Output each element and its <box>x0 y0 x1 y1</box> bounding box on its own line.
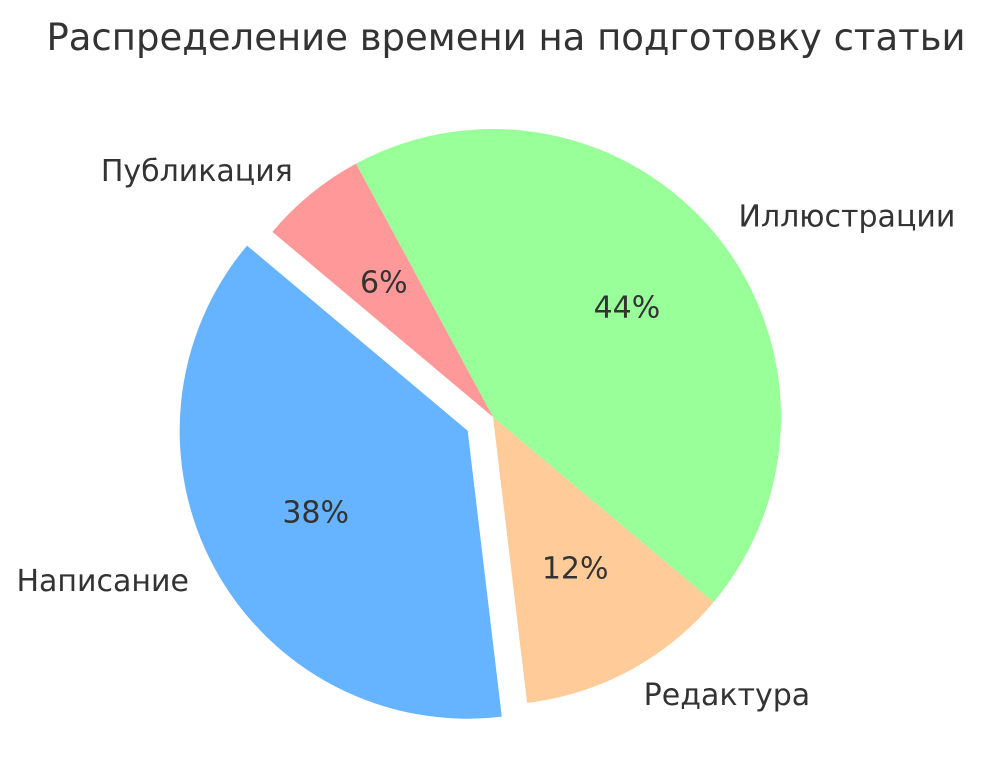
slice-label-1: Написание <box>16 564 189 599</box>
pie-labels: Написание 38% Редактура 12% Иллюстрации 44% Пу… <box>16 154 955 713</box>
percent-label-1: 38% <box>282 495 349 530</box>
slice-4 <box>272 163 493 417</box>
percent-label-4: 6% <box>360 266 408 301</box>
percent-label-2: 12% <box>542 552 609 587</box>
slice-label-4: Публикация <box>101 154 293 189</box>
slice-1 <box>179 245 502 719</box>
percent-label-3: 44% <box>594 290 661 325</box>
slice-label-2: Редактура <box>644 678 810 713</box>
slice-label-3: Иллюстрации <box>739 199 956 234</box>
slice-2 <box>493 417 714 703</box>
pie-slices <box>179 129 781 719</box>
slice-3 <box>356 129 781 603</box>
chart-title: Распределение времени на подготовку стат… <box>46 16 965 59</box>
